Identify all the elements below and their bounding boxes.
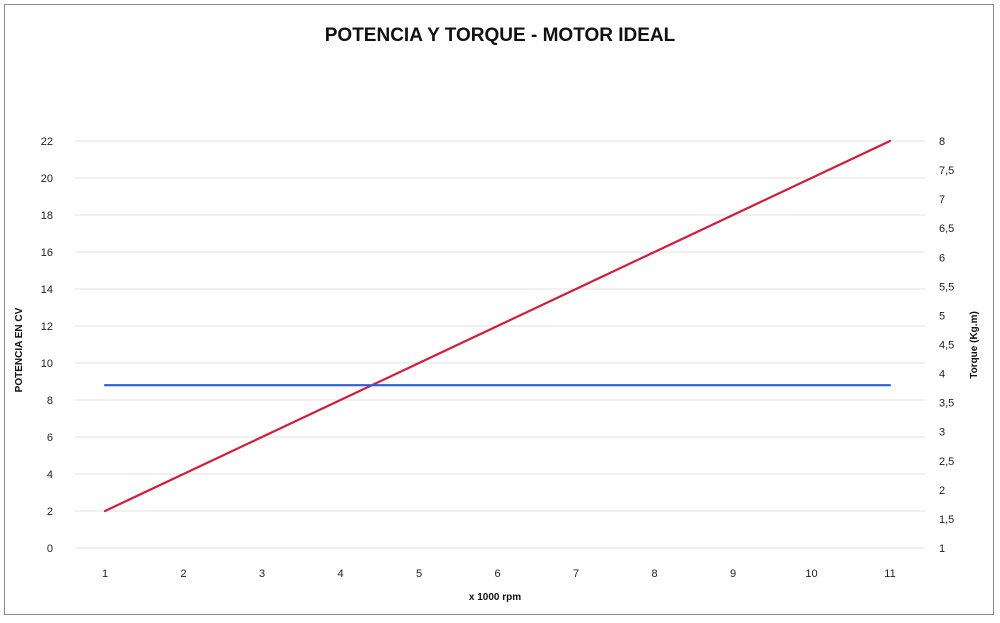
- x-tick-label: 3: [259, 568, 265, 580]
- right-tick-label: 8: [939, 136, 945, 148]
- x-tick-label: 8: [651, 568, 657, 580]
- right-tick-label: 7,5: [939, 165, 954, 177]
- gridlines: [75, 140, 925, 549]
- right-tick-label: 2: [939, 485, 945, 497]
- right-tick-label: 6,5: [939, 223, 954, 235]
- left-tick-label: 10: [41, 358, 53, 370]
- right-tick-label: 4: [939, 369, 945, 381]
- right-tick-label: 6: [939, 252, 945, 264]
- power-series-line: [103, 139, 892, 513]
- right-axis-label: Torque (Kg.m): [969, 311, 980, 379]
- right-tick-label: 5: [939, 310, 945, 322]
- left-tick-label: 6: [47, 432, 53, 444]
- left-tick-label: 22: [41, 136, 53, 148]
- left-tick-label: 0: [47, 543, 53, 555]
- right-tick-label: 1: [939, 543, 945, 555]
- x-tick-label: 10: [805, 568, 817, 580]
- right-tick-label: 4,5: [939, 340, 954, 352]
- x-tick-label: 5: [416, 568, 422, 580]
- left-tick-label: 14: [41, 284, 53, 296]
- left-tick-label: 8: [47, 395, 53, 407]
- x-tick-label: 9: [730, 568, 736, 580]
- left-tick-label: 4: [47, 469, 53, 481]
- chart-frame: 0 2 4 6 8 10 12 14 16 18 20 22 1 1,5 2 2,5 3 3,5 4 4,5 5 5,5…: [4, 4, 994, 615]
- x-tick-label: 1: [102, 568, 108, 580]
- right-tick-label: 3: [939, 427, 945, 439]
- x-tick-label: 11: [884, 568, 895, 580]
- left-tick-label: 2: [47, 506, 53, 518]
- left-tick-label: 12: [41, 321, 53, 333]
- x-axis-ticks: 1 2 3 4 5 6 7 8 9 10 11: [102, 568, 896, 580]
- x-tick-label: 6: [494, 568, 500, 580]
- right-tick-label: 3,5: [939, 398, 954, 410]
- left-tick-label: 16: [41, 247, 53, 259]
- left-tick-label: 18: [41, 210, 53, 222]
- right-tick-label: 7: [939, 194, 945, 206]
- x-tick-label: 2: [180, 568, 186, 580]
- right-tick-label: 1,5: [939, 514, 954, 526]
- right-axis-ticks: 1 1,5 2 2,5 3 3,5 4 4,5 5 5,5 6 6,5 7 7,5 8: [939, 136, 954, 555]
- x-tick-label: 4: [337, 568, 343, 580]
- right-tick-label: 5,5: [939, 281, 954, 293]
- chart-title: POTENCIA Y TORQUE - MOTOR IDEAL: [325, 25, 676, 46]
- right-tick-label: 2,5: [939, 456, 954, 468]
- x-tick-label: 7: [573, 568, 579, 580]
- left-axis-label: POTENCIA EN CV: [14, 307, 25, 392]
- x-axis-label: x 1000 rpm: [469, 592, 521, 603]
- left-axis-ticks: 0 2 4 6 8 10 12 14 16 18 20 22: [41, 136, 53, 555]
- series-lines: [103, 139, 892, 513]
- left-tick-label: 20: [41, 173, 53, 185]
